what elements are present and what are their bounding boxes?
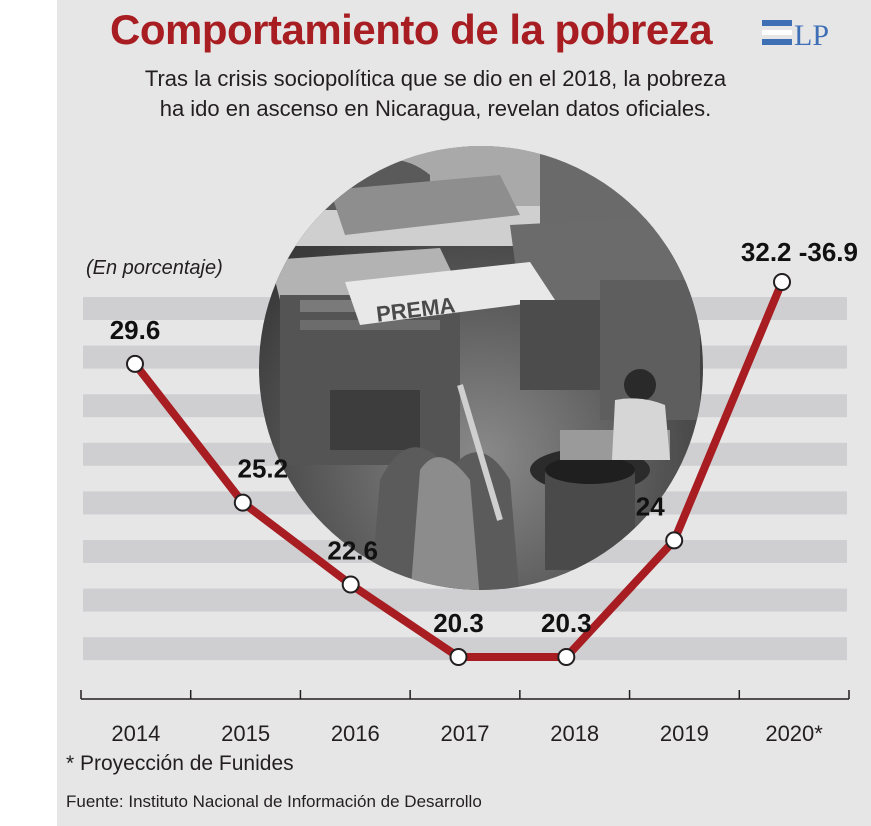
data-point [126,354,144,373]
data-label: 22.6 [327,536,378,566]
logo-text: LP [794,19,829,50]
x-tick-label: 2018 [550,721,599,746]
data-point [449,648,468,666]
data-label: 20.3 [541,608,592,638]
grid-band [83,637,847,661]
x-axis [80,690,850,700]
x-tick-labels: 2014 2015 2016 2017 2018 2019 2020* [111,721,823,746]
data-point [341,575,360,594]
data-point [233,493,252,512]
y-axis-label: (En porcentaje) [86,257,223,279]
data-label: 20.3 [433,608,484,638]
la-prensa-logo: LP [762,19,829,50]
x-tick-label: 2020* [765,721,823,746]
data-point [557,648,576,666]
x-tick-label: 2019 [660,721,709,746]
data-labels: 29.6 25.2 22.6 20.3 20.3 24 32.2 -36.9 [110,237,858,638]
data-label: 25.2 [237,454,288,484]
data-point [665,531,684,550]
projection-note: * Proyección de Funides [66,752,294,775]
grid-band [83,588,847,612]
data-point [773,273,791,291]
subtitle-line-2: ha ido en ascenso en Nicaragua, revelan … [159,96,712,121]
subtitle-line-1: Tras la crisis sociopolítica que se dio … [144,66,727,91]
x-tick-label: 2014 [111,721,160,746]
photo-circle: PREMA [259,146,703,590]
x-tick-label: 2016 [331,721,380,746]
chart-title: Comportamiento de la pobreza [110,6,713,53]
data-label: 24 [636,491,665,521]
x-tick-label: 2015 [221,721,270,746]
source-text: Fuente: Instituto Nacional de Informació… [66,792,482,811]
data-label: 32.2 -36.9 [741,237,858,267]
data-label: 29.6 [110,315,161,345]
x-tick-label: 2017 [441,721,490,746]
data-points [126,273,791,666]
